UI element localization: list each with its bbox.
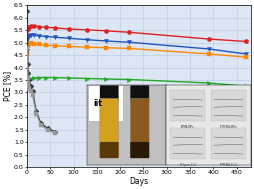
X-axis label: Days: Days [129, 177, 148, 186]
Y-axis label: PCE [%]: PCE [%] [4, 71, 12, 101]
